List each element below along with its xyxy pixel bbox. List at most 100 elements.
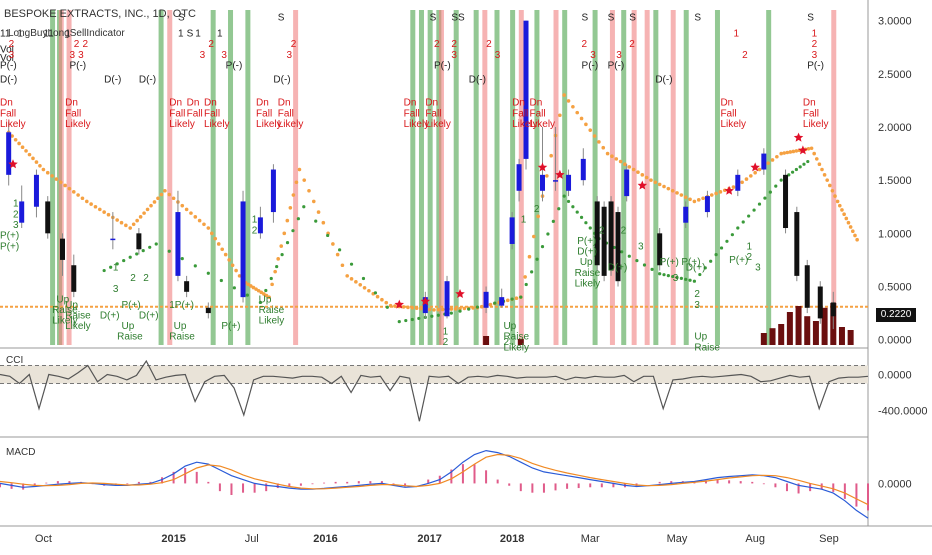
- trail-dot-green: [540, 245, 545, 249]
- annotation-green: D(+): [577, 247, 597, 258]
- signal-band-green: [592, 10, 598, 345]
- trail-dot-green: [135, 252, 139, 256]
- trail-dot-orange: [842, 212, 846, 216]
- signal-star: [798, 145, 808, 155]
- trail-dot-orange: [145, 207, 150, 212]
- y-tick-label: 1.0000: [878, 228, 912, 240]
- trail-dot-orange: [749, 174, 753, 178]
- trail-dot-green: [154, 242, 158, 246]
- macd-histogram-bar: [380, 481, 383, 484]
- trail-dot-orange: [657, 182, 662, 187]
- annotation-label: P(-): [434, 60, 451, 71]
- volume-bar: [812, 321, 819, 345]
- candle-body: [136, 233, 142, 250]
- trail-dot-green: [410, 317, 414, 322]
- x-tick-label: May: [667, 533, 688, 545]
- annotation-red: Fall: [65, 108, 81, 119]
- trail-dot-green: [627, 254, 631, 258]
- trail-dot-orange: [375, 294, 380, 299]
- annotation-red: Dn: [169, 98, 182, 109]
- trail-dot-orange: [249, 284, 253, 288]
- trail-dot-orange: [523, 275, 527, 279]
- trail-dot-orange: [38, 164, 42, 168]
- annotation-red: Likely: [278, 119, 304, 130]
- trail-dot-green: [167, 249, 171, 253]
- macd-histogram-bar: [785, 483, 788, 492]
- cci-title: CCI: [6, 355, 24, 366]
- macd-histogram-bar: [450, 469, 453, 484]
- trail-dot-green: [688, 278, 692, 282]
- trail-dot-orange: [223, 252, 228, 257]
- trail-dot-orange: [171, 196, 176, 201]
- trail-dot-orange: [623, 162, 627, 167]
- trail-dot-orange: [184, 207, 189, 212]
- trail-dot-orange: [152, 200, 157, 204]
- trail-dot-green: [535, 257, 539, 261]
- trail-dot-green: [475, 305, 479, 309]
- signal-band-red: [167, 10, 173, 345]
- signal-star: [420, 296, 431, 306]
- macd-histogram-bar: [531, 483, 534, 493]
- signal-band-red: [831, 10, 837, 345]
- annotation-green-num: 1: [113, 263, 119, 274]
- candle-body: [683, 206, 689, 223]
- macd-histogram-bar: [554, 483, 557, 491]
- trail-dot-orange: [307, 188, 311, 193]
- annotation-red-num: 1: [733, 29, 739, 40]
- annotation-green: D(+): [100, 310, 120, 321]
- annotation-green-num: 1: [443, 326, 449, 337]
- trail-dot-green: [404, 318, 408, 323]
- annotation-label: 1: [17, 29, 23, 40]
- annotation-green: P(+): [577, 236, 596, 247]
- macd-histogram-bar: [299, 483, 302, 486]
- signal-band-red: [482, 10, 488, 345]
- trail-dot-orange: [102, 210, 106, 214]
- candle-body: [257, 217, 263, 234]
- trail-dot-green: [326, 233, 330, 238]
- annotation-green-num: 2: [746, 252, 752, 263]
- trail-dot-orange: [785, 150, 790, 155]
- candle-body: [817, 286, 823, 319]
- trail-dot-green: [790, 170, 795, 174]
- cci-tick: 0.0000: [878, 370, 912, 382]
- annotation-green: Raise: [117, 332, 143, 343]
- trail-dot-orange: [193, 215, 198, 219]
- trail-dot-orange: [131, 222, 136, 227]
- candle-body: [499, 297, 505, 306]
- macd-histogram-bar: [751, 481, 754, 484]
- macd-histogram-bar: [519, 483, 522, 492]
- candle-body: [175, 212, 181, 276]
- trail-dot-orange: [302, 178, 307, 182]
- trail-dot-green: [802, 162, 806, 166]
- trail-dot-green: [206, 271, 210, 275]
- annotation-label: D(-): [0, 74, 17, 85]
- signal-star: [537, 162, 548, 172]
- macd-histogram-bar: [600, 483, 603, 488]
- signal-band-green: [534, 10, 540, 345]
- trail-dot-orange: [653, 180, 658, 185]
- trail-dot-orange: [675, 191, 679, 195]
- trail-dot-orange: [321, 220, 326, 225]
- annotation-label: S: [582, 13, 589, 24]
- trail-dot-orange: [757, 167, 762, 172]
- signal-band-green: [410, 10, 416, 345]
- trail-dot-orange: [592, 134, 597, 138]
- trail-dot-green: [122, 258, 126, 263]
- trail-dot-orange: [264, 293, 269, 298]
- trail-dot-green: [115, 262, 119, 266]
- trail-dot-orange: [209, 231, 214, 236]
- macd-histogram-bar: [45, 482, 48, 484]
- annotation-red: Dn: [204, 98, 217, 109]
- cci-tick: -400.0000: [878, 406, 928, 418]
- volume-bar: [769, 328, 776, 345]
- annotation-green: D(+): [139, 310, 159, 321]
- trail-dot-orange: [230, 263, 235, 268]
- trail-dot-green: [698, 272, 702, 277]
- annotation-red: Likely: [529, 119, 555, 130]
- trail-dot-green: [752, 208, 756, 212]
- annotation-label: 1: [65, 29, 71, 40]
- annotation-green: Raise: [503, 332, 529, 343]
- annotation-green: D(+): [608, 263, 628, 274]
